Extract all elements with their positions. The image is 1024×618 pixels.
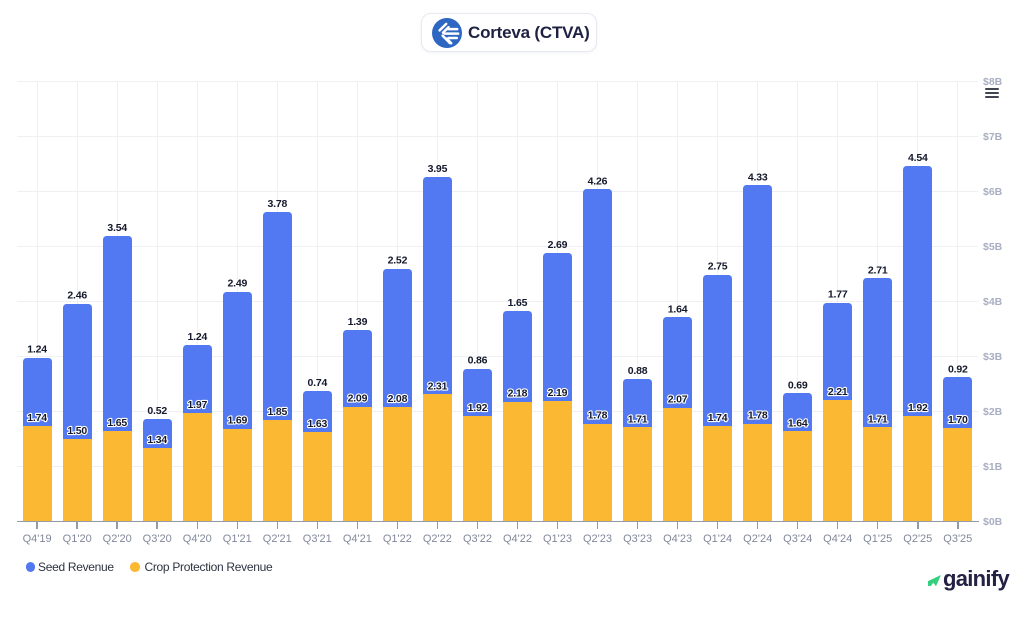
- svg-text:2.09: 2.09: [348, 393, 368, 405]
- svg-text:2.18: 2.18: [508, 388, 528, 400]
- svg-text:2.31: 2.31: [428, 380, 448, 392]
- svg-text:2.08: 2.08: [388, 393, 408, 405]
- svg-text:1.92: 1.92: [468, 402, 488, 414]
- svg-text:1.39: 1.39: [348, 316, 368, 328]
- svg-text:2.07: 2.07: [668, 394, 688, 406]
- svg-text:0.69: 0.69: [788, 379, 808, 391]
- svg-text:1.74: 1.74: [708, 412, 728, 424]
- svg-text:1.70: 1.70: [948, 414, 968, 426]
- svg-text:0.74: 0.74: [307, 377, 327, 389]
- svg-text:2.49: 2.49: [227, 278, 247, 290]
- svg-text:1.97: 1.97: [187, 399, 207, 411]
- svg-text:4.33: 4.33: [748, 172, 768, 184]
- svg-text:3.95: 3.95: [428, 163, 448, 175]
- svg-text:1.74: 1.74: [27, 412, 47, 424]
- svg-text:1.34: 1.34: [147, 434, 167, 446]
- svg-text:1.69: 1.69: [227, 415, 247, 427]
- svg-text:3.54: 3.54: [107, 222, 127, 234]
- svg-text:1.64: 1.64: [788, 417, 808, 429]
- svg-text:1.24: 1.24: [187, 331, 207, 343]
- svg-text:1.78: 1.78: [748, 410, 768, 422]
- svg-text:2.69: 2.69: [548, 239, 568, 251]
- svg-text:2.21: 2.21: [828, 386, 848, 398]
- svg-text:2.46: 2.46: [67, 290, 87, 302]
- svg-text:1.92: 1.92: [908, 402, 928, 414]
- svg-text:1.24: 1.24: [27, 344, 47, 356]
- svg-text:1.71: 1.71: [868, 413, 888, 425]
- svg-text:1.78: 1.78: [588, 410, 608, 422]
- svg-text:1.85: 1.85: [267, 406, 287, 418]
- svg-text:0.92: 0.92: [948, 363, 968, 375]
- svg-text:2.19: 2.19: [548, 387, 568, 399]
- svg-text:0.86: 0.86: [468, 355, 488, 367]
- svg-text:2.71: 2.71: [868, 264, 888, 276]
- svg-text:1.71: 1.71: [628, 413, 648, 425]
- svg-text:1.64: 1.64: [668, 303, 688, 315]
- svg-text:1.65: 1.65: [508, 297, 528, 309]
- svg-text:3.78: 3.78: [267, 198, 287, 210]
- svg-text:0.52: 0.52: [147, 405, 167, 417]
- svg-text:1.77: 1.77: [828, 289, 848, 301]
- svg-text:4.54: 4.54: [908, 152, 928, 164]
- svg-text:1.65: 1.65: [107, 417, 127, 429]
- svg-text:2.52: 2.52: [388, 255, 408, 267]
- svg-text:1.50: 1.50: [67, 425, 87, 437]
- svg-text:4.26: 4.26: [588, 175, 608, 187]
- svg-text:0.88: 0.88: [628, 365, 648, 377]
- svg-text:2.75: 2.75: [708, 261, 728, 273]
- svg-text:1.63: 1.63: [307, 418, 327, 430]
